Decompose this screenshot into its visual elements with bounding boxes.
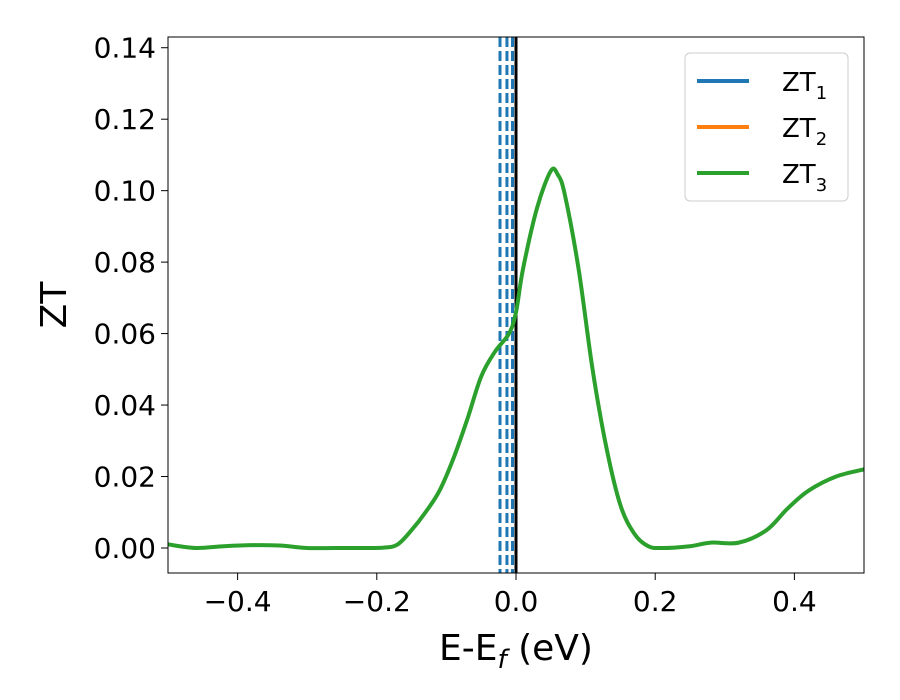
x-label-unit: (eV) [507,628,593,669]
y-tick-label: 0.12 [94,103,156,136]
x-tick-label: −0.2 [343,585,411,618]
x-axis-label: E-Ef (eV) [439,628,593,675]
y-tick-label: 0.00 [94,532,156,565]
x-axis-ticks: −0.4 −0.2 0.0 0.2 0.4 [204,573,817,618]
legend-entry-label: ZT2 [782,114,827,150]
legend-entry-label: ZT3 [782,160,827,196]
legend-entry-label: ZT1 [782,68,827,104]
series-line-zt3 [168,166,864,551]
y-axis-ticks: 0.00 0.02 0.04 0.06 0.08 0.10 0.12 0.14 [94,32,168,565]
y-tick-label: 0.08 [94,246,156,279]
x-label-main: E-E [439,628,497,669]
legend-box [684,52,849,202]
x-tick-label: 0.4 [772,585,817,618]
y-tick-label: 0.04 [94,389,156,422]
y-tick-label: 0.10 [94,175,156,208]
x-tick-label: 0.2 [633,585,678,618]
legend: ZT1 ZT2 ZT3 [684,52,849,202]
series-layer [168,166,864,551]
vertical-markers [498,37,518,573]
y-tick-label: 0.06 [94,318,156,351]
y-axis-label: ZT [34,281,75,329]
x-tick-label: 0.0 [494,585,539,618]
y-tick-label: 0.14 [94,32,156,65]
y-tick-label: 0.02 [94,461,156,494]
x-tick-label: −0.4 [204,585,272,618]
